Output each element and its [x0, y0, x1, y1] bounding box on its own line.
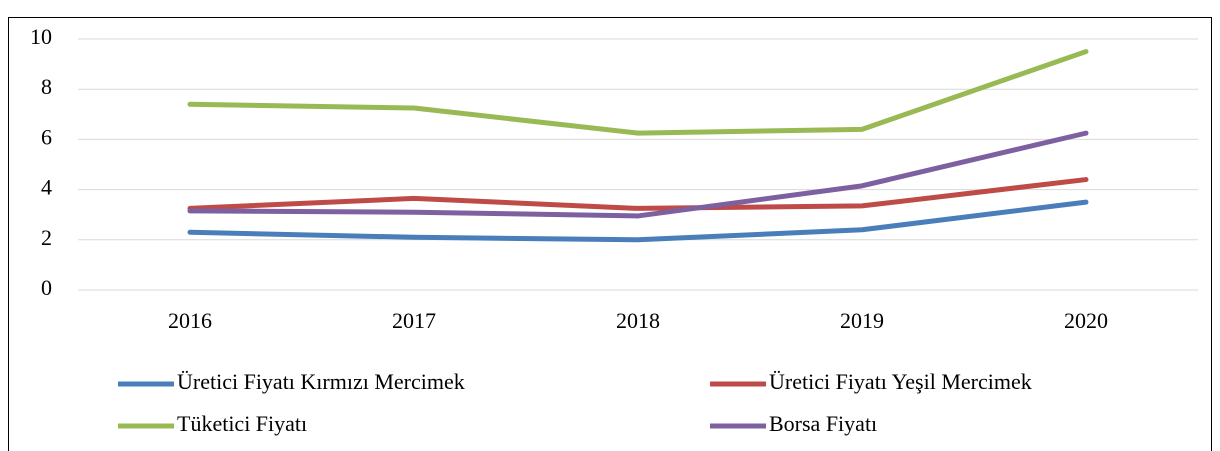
- y-tick-label: 6: [41, 124, 52, 149]
- y-tick-label: 0: [41, 275, 52, 300]
- series-line: [187, 177, 1089, 211]
- series-line: [187, 199, 1089, 243]
- series-line: [187, 130, 1089, 219]
- series-line: [187, 49, 1089, 136]
- y-tick-label: 8: [41, 74, 52, 99]
- y-tick-label: 2: [41, 225, 52, 250]
- legend-label: Üretici Fiyatı Kırmızı Mercimek: [177, 369, 465, 394]
- x-tick-label: 2017: [392, 308, 436, 333]
- x-tick-label: 2019: [840, 308, 884, 333]
- legend-label: Üretici Fiyatı Yeşil Mercimek: [769, 369, 1032, 394]
- y-tick-label: 4: [41, 175, 52, 200]
- x-tick-label: 2020: [1064, 308, 1108, 333]
- x-tick-label: 2016: [168, 308, 212, 333]
- chart-frame: [8, 17, 1212, 451]
- y-tick-label: 10: [30, 24, 52, 49]
- legend-label: Tüketici Fiyatı: [177, 411, 307, 436]
- legend-label: Borsa Fiyatı: [769, 411, 877, 436]
- x-tick-label: 2018: [616, 308, 660, 333]
